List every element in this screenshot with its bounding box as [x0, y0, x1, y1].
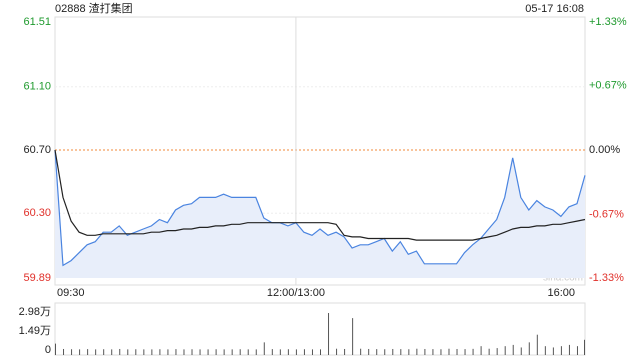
volume-bar [464, 349, 466, 355]
volume-bar [440, 349, 442, 355]
volume-bar [119, 348, 121, 355]
price-area [55, 150, 585, 278]
volume-bar [368, 348, 370, 355]
y2-tick-label: -0.67% [589, 208, 624, 220]
volume-bar [376, 349, 378, 355]
volume-bar [400, 349, 402, 355]
volume-bar [183, 349, 185, 355]
y2-tick-label: +0.67% [589, 79, 627, 91]
volume-bar [167, 349, 169, 355]
volume-bar [215, 349, 217, 355]
series-line [54, 149, 586, 267]
volume-bar [239, 349, 241, 355]
y-tick-label: 60.70 [23, 144, 51, 156]
y2-tick-label: +1.33% [589, 16, 627, 28]
volume-bar [480, 346, 482, 355]
volume-bar [472, 348, 474, 355]
volume-bar [231, 349, 233, 355]
volume-bar [512, 344, 514, 355]
volume-bar [303, 349, 305, 355]
volume-bar [263, 342, 265, 355]
volume-bar [360, 348, 362, 355]
volume-bar [127, 349, 129, 355]
volume-bar [79, 349, 81, 355]
volume-tick-label: 1.49万 [19, 325, 51, 337]
x-tick-label: 16:00 [547, 287, 575, 299]
y2-tick-label: -1.33% [589, 272, 624, 284]
volume-bar [103, 349, 105, 355]
volume-bar [63, 348, 65, 355]
volume-bar [552, 347, 554, 355]
x-tick-label: 12:00/13:00 [267, 287, 325, 299]
y2-tick-label: 0.00% [589, 144, 620, 156]
series-line [54, 149, 586, 241]
volume-bar [247, 349, 249, 355]
x-tick-label: 09:30 [57, 287, 85, 299]
y-tick-label: 61.10 [23, 81, 51, 93]
volume-bar [199, 349, 201, 355]
volume-bar [344, 348, 346, 355]
volume-bar [584, 339, 585, 355]
volume-bar [424, 348, 426, 355]
volume-bar [311, 349, 313, 355]
volume-bar [111, 349, 113, 355]
volume-bar [576, 346, 578, 355]
volume-bar [488, 348, 490, 355]
volume-bar [392, 348, 394, 355]
volume-bar [175, 349, 177, 355]
volume-bar [95, 349, 97, 355]
volume-bar [408, 349, 410, 355]
volume-bar [504, 346, 506, 355]
volume-bar [151, 349, 153, 355]
volume-bar [135, 349, 137, 355]
volume-bar [271, 349, 273, 355]
volume-bar [384, 349, 386, 355]
volume-bar [279, 349, 281, 355]
volume-bar [544, 346, 546, 355]
volume-bar [191, 349, 193, 355]
volume-bar [496, 348, 498, 355]
volume-bar [143, 349, 145, 355]
volume-bar [55, 343, 56, 355]
y-tick-label: 60.30 [23, 207, 51, 219]
y-tick-label: 61.51 [23, 16, 51, 28]
volume-bar [287, 349, 289, 355]
volume-bar [352, 318, 354, 355]
volume-bar [71, 349, 73, 355]
volume-bar [568, 344, 570, 355]
watermark: sina.com [543, 273, 583, 284]
volume-bar [87, 349, 89, 355]
volume-bar [520, 347, 522, 355]
volume-tick-label: 0 [45, 344, 51, 356]
volume-bar [255, 349, 257, 355]
volume-bar [560, 346, 562, 355]
volume-bar [528, 342, 530, 355]
volume-bar [456, 348, 458, 355]
volume-bar [159, 349, 161, 355]
stock-title: 02888 渣打集团 [55, 1, 133, 15]
volume-bar [207, 349, 209, 355]
volume-bar [328, 313, 330, 355]
timestamp: 05-17 16:08 [525, 3, 584, 15]
volume-bar [416, 348, 418, 355]
volume-bar [336, 348, 338, 355]
volume-bar [536, 334, 538, 355]
volume-bar [432, 349, 434, 355]
y-tick-label: 59.89 [23, 272, 51, 284]
volume-tick-label: 2.98万 [19, 306, 51, 318]
volume-bar [448, 348, 450, 355]
volume-bar [320, 349, 321, 355]
volume-bar [295, 349, 297, 355]
volume-bar [223, 349, 225, 355]
